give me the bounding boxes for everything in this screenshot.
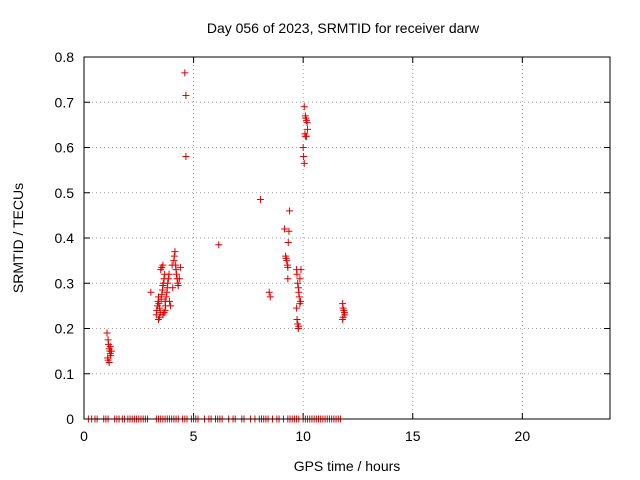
data-point <box>256 196 264 204</box>
data-point <box>284 275 292 283</box>
data-point <box>182 153 190 161</box>
x-tick-label: 5 <box>190 428 198 444</box>
y-tick-label: 0.6 <box>55 140 75 156</box>
data-point <box>293 304 301 312</box>
data-point <box>175 275 183 283</box>
y-tick-label: 0.2 <box>55 321 75 337</box>
data-point <box>300 103 308 111</box>
data-point <box>170 252 178 260</box>
data-point <box>165 297 173 305</box>
data-point <box>169 284 177 292</box>
data-point <box>159 261 167 269</box>
data-point <box>161 306 169 314</box>
data-point <box>284 263 292 271</box>
data-point <box>294 279 302 287</box>
x-tick-label: 10 <box>295 428 311 444</box>
data-point <box>296 275 304 283</box>
y-tick-label: 0.7 <box>55 94 75 110</box>
data-point <box>299 144 307 151</box>
data-point <box>162 293 170 301</box>
data-point <box>176 263 184 271</box>
data-point <box>281 225 289 233</box>
data-point <box>105 358 113 366</box>
data-point <box>164 275 172 283</box>
data-point <box>297 266 305 274</box>
data-point <box>293 270 301 278</box>
data-point <box>283 257 291 265</box>
y-tick-label: 0.8 <box>55 49 75 65</box>
data-point <box>295 322 303 330</box>
data-point <box>103 329 111 337</box>
data-point <box>266 293 274 301</box>
data-point <box>156 304 164 312</box>
x-tick-label: 0 <box>80 428 88 444</box>
data-point <box>172 270 180 278</box>
data-point <box>303 119 311 127</box>
data-point <box>293 315 301 323</box>
data-point <box>155 300 163 308</box>
x-axis-title: GPS time / hours <box>294 458 401 474</box>
data-point <box>168 261 176 269</box>
data-point <box>157 295 165 303</box>
data-point <box>181 69 189 77</box>
data-point <box>300 153 308 161</box>
data-point <box>174 282 182 290</box>
x-tick-label: 20 <box>515 428 531 444</box>
y-tick-label: 0.1 <box>55 366 75 382</box>
data-point <box>300 159 308 167</box>
plot-frame <box>83 56 611 420</box>
data-point <box>182 91 190 99</box>
data-point <box>285 227 293 235</box>
y-tick-label: 0 <box>66 411 74 427</box>
x-tick-labels: 0 5 10 15 20 <box>80 428 530 444</box>
data-point <box>339 315 347 323</box>
grid-lines <box>84 57 610 419</box>
y-axis-title: SRMTID / TECUs <box>10 183 26 293</box>
y-tick-label: 0.5 <box>55 185 75 201</box>
x-tick-label: 15 <box>405 428 421 444</box>
data-point <box>215 241 223 249</box>
data-point <box>164 279 172 287</box>
data-point <box>304 125 312 133</box>
data-point <box>171 248 179 256</box>
data-point <box>167 302 175 310</box>
data-point <box>106 343 114 351</box>
data-point <box>147 288 155 296</box>
y-tick-label: 0.4 <box>55 230 75 246</box>
data-point <box>284 239 292 247</box>
data-point <box>295 293 303 301</box>
data-point <box>107 347 115 355</box>
y-tick-label: 0.3 <box>55 275 75 291</box>
data-point <box>158 291 166 299</box>
chart-title: Day 056 of 2023, SRMTID for receiver dar… <box>207 20 480 36</box>
data-point <box>302 132 310 140</box>
data-point <box>297 297 305 305</box>
data-point <box>265 288 273 296</box>
data-point <box>165 270 173 278</box>
y-tick-labels: 0 0.1 0.2 0.3 0.4 0.5 0.6 0.7 0.8 <box>55 49 75 427</box>
data-point <box>286 207 294 215</box>
